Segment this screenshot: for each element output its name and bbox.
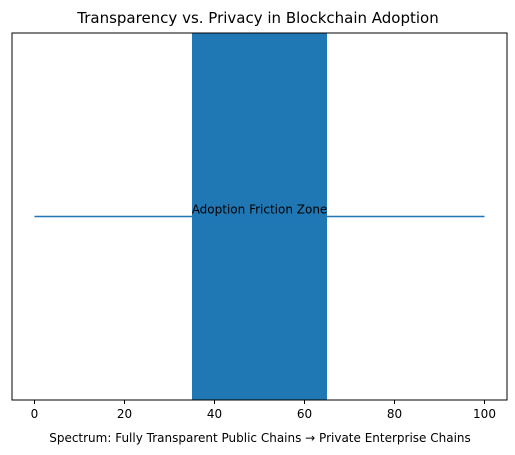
x-tick-label: 100 [473, 407, 496, 421]
axes-frame [11, 32, 508, 401]
annotation-label: Adoption Friction Zone [192, 203, 328, 217]
x-tick-label: 60 [297, 407, 312, 421]
chart-title: Transparency vs. Privacy in Blockchain A… [76, 9, 438, 27]
x-tick-label: 40 [207, 407, 222, 421]
x-axis-ticks: 0 20 40 60 80 100 [31, 400, 496, 421]
x-axis-label: Spectrum: Fully Transparent Public Chain… [49, 431, 471, 445]
plot-area: Adoption Friction Zone [34, 33, 485, 400]
x-tick-label: 20 [117, 407, 132, 421]
x-tick-label: 80 [387, 407, 402, 421]
x-tick-label: 0 [31, 407, 39, 421]
